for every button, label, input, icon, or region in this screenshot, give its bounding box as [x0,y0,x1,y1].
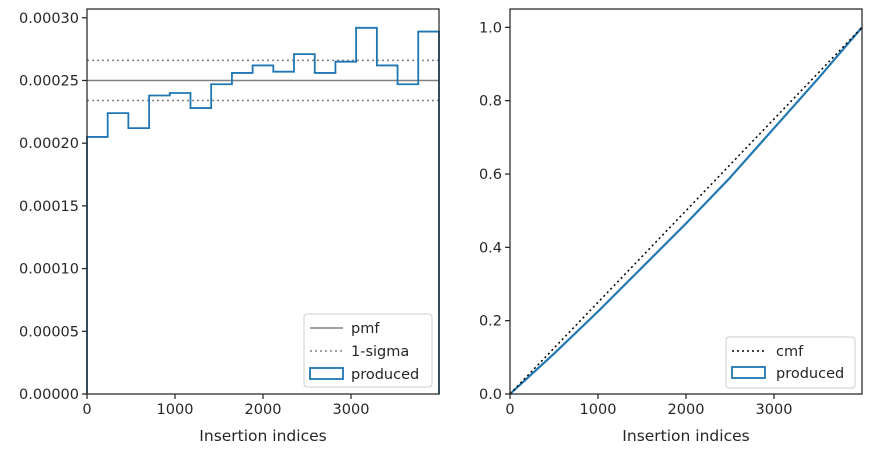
x-tick-label: 2000 [245,402,282,418]
y-tick-label: 0.00020 [19,136,79,152]
y-tick-label: 0.00010 [19,262,79,278]
y-tick-label: 0.00015 [19,199,79,215]
x-tick-label: 0 [82,402,91,418]
y-tick-label: 1.0 [479,20,502,36]
legend-box [725,336,856,389]
x-tick-label: 0 [505,402,514,418]
y-tick-label: 0.8 [479,94,502,110]
legend-swatch-produced [731,366,766,379]
legend-label: produced [351,367,419,383]
y-tick-label: 0.00030 [19,11,79,27]
y-tick-label: 0.2 [479,314,502,330]
x-axis-label: Insertion indices [199,427,326,445]
x-tick-label: 1000 [580,402,617,418]
x-tick-label: 3000 [756,402,793,418]
legend-label: 1-sigma [351,344,409,360]
x-tick-label: 1000 [157,402,194,418]
y-tick-label: 0.00005 [19,324,79,340]
y-tick-label: 0.6 [479,167,502,183]
legend-swatch-produced [309,367,344,380]
plot-frame [509,8,863,395]
x-axis-label: Insertion indices [622,427,749,445]
cmf-panel: 0.0 0.2 0.4 0.6 0.8 1.0 0 1000 2000 3000 Insertion… [479,8,863,445]
legend-label: pmf [351,321,380,337]
x-tick-label: 3000 [333,402,370,418]
legend-label: cmf [776,344,804,360]
y-tick-label: 0.00000 [19,387,79,403]
y-tick-label: 0.4 [479,240,502,256]
y-tick-label: 0.00025 [19,73,79,89]
legend-label: produced [776,366,844,382]
produced-cumulative-line [509,26,863,395]
y-tick-label: 0.0 [479,387,502,403]
x-tick-label: 2000 [668,402,705,418]
pmf-panel: 0.00000 0.00005 0.00010 0.00015 0.00020 0.000… [19,8,440,445]
